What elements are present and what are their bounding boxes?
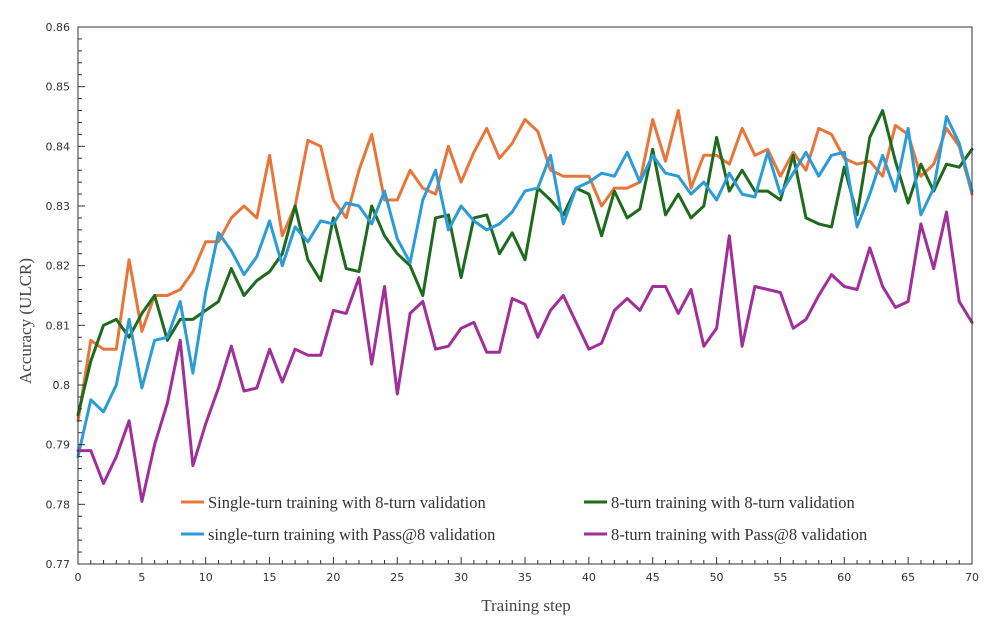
y-tick-labels: 0.77 0.78 0.79 0.8 0.81 0.82 0.83 0.84 0.85 0.86 — [46, 21, 71, 571]
x-tick-label: 5 — [138, 571, 145, 584]
y-tick-label: 0.83 — [46, 200, 71, 213]
legend: Single-turn training with 8-turn validat… — [181, 493, 867, 544]
x-tick-labels: 0 5 10 15 20 25 30 35 40 45 50 55 60 65 70 — [75, 571, 980, 584]
tick-marks — [77, 26, 973, 565]
series-line-8-turn-8-turn — [76, 109, 974, 417]
series-line-single-turn-pass8 — [76, 115, 974, 459]
series-line-single-turn-8-turn — [76, 109, 974, 423]
x-tick-label: 10 — [199, 571, 213, 584]
series-line-8-turn-pass8 — [76, 210, 974, 503]
legend-item-8-turn-pass8: 8-turn training with Pass@8 validation — [584, 525, 867, 544]
legend-item-8-turn-8-turn: 8-turn training with 8-turn validation — [584, 493, 855, 512]
series-layer — [76, 109, 974, 503]
x-tick-label: 70 — [965, 571, 979, 584]
legend-label-8-turn-pass8: 8-turn training with Pass@8 validation — [611, 525, 867, 544]
legend-item-single-turn-pass8: single-turn training with Pass@8 validat… — [181, 525, 495, 544]
x-tick-label: 25 — [390, 571, 404, 584]
x-tick-label: 0 — [75, 571, 82, 584]
legend-item-single-turn-8-turn: Single-turn training with 8-turn validat… — [181, 493, 486, 512]
y-tick-label: 0.86 — [46, 21, 71, 34]
x-tick-label: 15 — [263, 571, 277, 584]
x-tick-label: 30 — [454, 571, 468, 584]
y-tick-label: 0.85 — [46, 81, 71, 94]
y-tick-label: 0.84 — [46, 140, 71, 153]
x-tick-label: 35 — [518, 571, 532, 584]
y-tick-label: 0.79 — [46, 439, 71, 452]
x-tick-label: 60 — [837, 571, 851, 584]
legend-label-single-turn-8-turn: Single-turn training with 8-turn validat… — [208, 493, 486, 512]
legend-label-8-turn-8-turn: 8-turn training with 8-turn validation — [611, 493, 855, 512]
y-tick-label: 0.8 — [53, 379, 71, 392]
x-axis-title: Training step — [481, 596, 571, 615]
x-tick-label: 20 — [326, 571, 340, 584]
y-tick-label: 0.81 — [46, 319, 71, 332]
y-axis-title: Accuracy (ULCR) — [16, 258, 35, 384]
plot-frame — [77, 26, 973, 565]
x-tick-label: 65 — [901, 571, 915, 584]
y-tick-label: 0.78 — [46, 498, 71, 511]
y-tick-label: 0.77 — [46, 558, 71, 571]
x-tick-label: 45 — [646, 571, 660, 584]
x-tick-label: 40 — [582, 571, 596, 584]
y-tick-label: 0.82 — [46, 260, 71, 273]
legend-label-single-turn-pass8: single-turn training with Pass@8 validat… — [208, 525, 495, 544]
x-tick-label: 55 — [773, 571, 787, 584]
x-tick-label: 50 — [710, 571, 724, 584]
